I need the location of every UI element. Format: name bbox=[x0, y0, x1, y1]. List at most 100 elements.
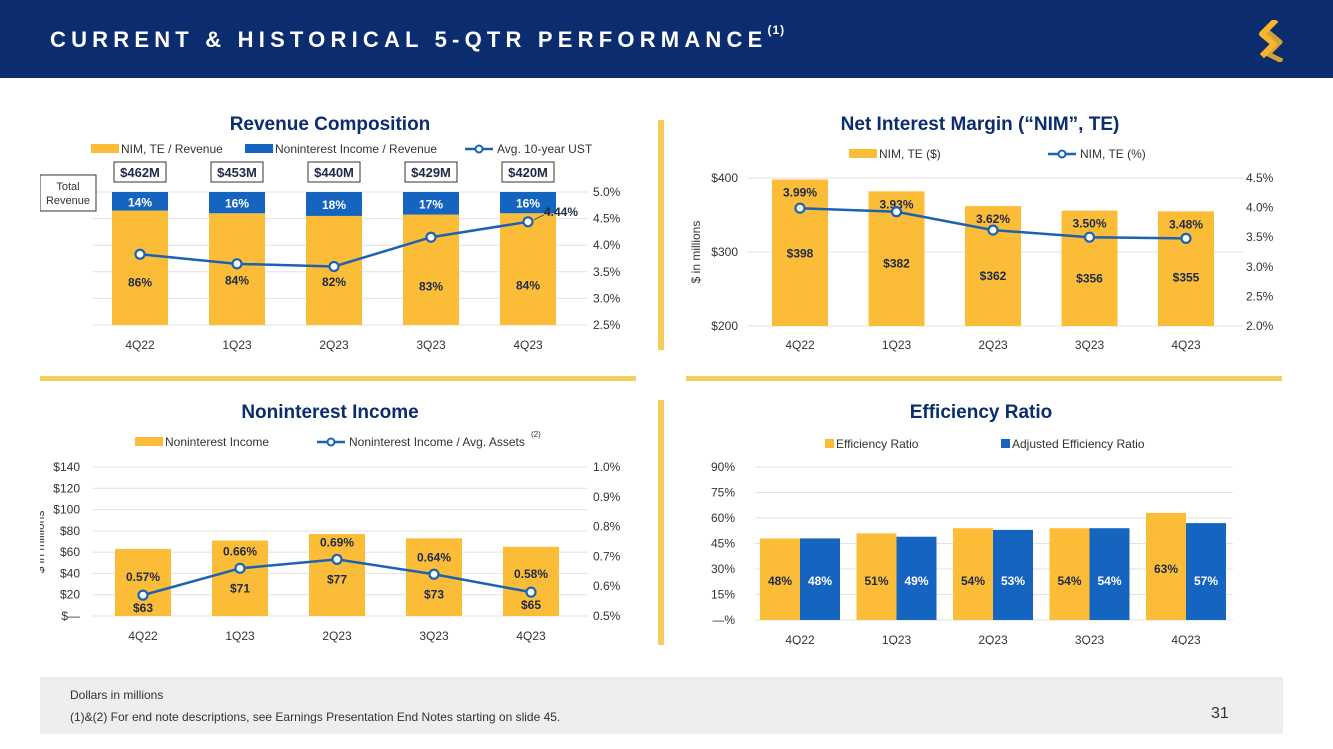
bar-efficiency-ratio-4q22 bbox=[760, 538, 800, 620]
label-noninterest-dollars-2q23: $77 bbox=[327, 572, 347, 586]
x-tick-2q23: 2Q23 bbox=[978, 338, 1008, 352]
footnote-dollars: Dollars in millions bbox=[70, 688, 164, 702]
label-noninterest-percent-4q23: 0.58% bbox=[514, 567, 548, 581]
ust-point-4q22 bbox=[134, 248, 146, 260]
noninterest-income-chart: Noninterest Income Noninterest Income Noni… bbox=[40, 402, 621, 643]
label-efficiency-ratio-3q23: 54% bbox=[1057, 574, 1081, 588]
y-right-tick: 0.8% bbox=[593, 520, 621, 534]
chart-title: Efficiency Ratio bbox=[910, 402, 1053, 423]
label-efficiency-ratio-1q23: 51% bbox=[864, 574, 888, 588]
x-tick-4q22: 4Q22 bbox=[785, 633, 815, 645]
bar-noninterest-revenue-4q23 bbox=[500, 192, 556, 214]
net-interest-margin-chart: Net Interest Margin (“NIM”, TE) NIM, TE (… bbox=[689, 114, 1274, 352]
nim-percent-point-1q23 bbox=[890, 206, 903, 218]
label-nim-dollars-1q23: $382 bbox=[883, 256, 910, 270]
bar-nim-revenue-4q22 bbox=[112, 210, 168, 325]
bar-noninterest-4q23 bbox=[503, 546, 559, 616]
label-nim-percent-1q23: 3.93% bbox=[879, 197, 913, 211]
label-nim-revenue-3q23: 83% bbox=[419, 280, 443, 294]
label-noninterest-percent-4q22: 0.57% bbox=[126, 570, 160, 584]
x-tick-3q23: 3Q23 bbox=[419, 629, 449, 643]
label-noninterest-revenue-3q23: 17% bbox=[419, 197, 443, 211]
efficiency-ratio-chart: Efficiency Ratio Efficiency Ratio Adjusted… bbox=[711, 402, 1233, 645]
noninterest-assets-point-4q23 bbox=[525, 586, 537, 598]
chart-title: Revenue Composition bbox=[230, 114, 431, 135]
y-right-tick: 0.7% bbox=[593, 549, 621, 563]
y-left-tick: $300 bbox=[711, 245, 738, 259]
bar-noninterest-2q23 bbox=[309, 534, 365, 616]
y-left-tick: $20 bbox=[60, 588, 80, 602]
x-tick-1q23: 1Q23 bbox=[882, 338, 912, 352]
label-noninterest-percent-1q23: 0.66% bbox=[223, 544, 257, 558]
noninterest-assets-point-2q23 bbox=[331, 553, 343, 565]
y-left-tick: $80 bbox=[60, 524, 80, 538]
bar-noninterest-revenue-3q23 bbox=[403, 192, 459, 215]
x-tick-4q23: 4Q23 bbox=[513, 338, 543, 352]
label-efficiency-ratio-2q23: 54% bbox=[961, 574, 985, 588]
horizontal-divider-right bbox=[686, 376, 1282, 381]
label-noninterest-dollars-1q23: $71 bbox=[230, 581, 250, 595]
total-label-4q22: $462M bbox=[120, 165, 160, 180]
nim-percent-point-3q23 bbox=[1083, 231, 1096, 243]
total-revenue-box bbox=[40, 174, 97, 212]
legend-adjusted-label: Adjusted Efficiency Ratio bbox=[1012, 437, 1145, 451]
total-label-1q23: $453M bbox=[217, 165, 257, 180]
ust-point-3q23 bbox=[425, 231, 437, 243]
total-label-2q23: $440M bbox=[314, 165, 354, 180]
x-tick-1q23: 1Q23 bbox=[882, 633, 912, 645]
legend-noninterest-income-label: Noninterest Income bbox=[165, 435, 269, 449]
header-bar: CURRENT & HISTORICAL 5-QTR PERFORMANCE(1… bbox=[0, 0, 1333, 78]
total-box-4q22 bbox=[113, 161, 167, 183]
legend-ust-marker bbox=[474, 144, 484, 154]
y-right-tick: 5.0% bbox=[593, 185, 621, 199]
label-nim-percent-3q23: 3.50% bbox=[1072, 217, 1106, 231]
revenue-composition-chart: Revenue Composition NIM, TE / Revenue Noni… bbox=[40, 114, 621, 352]
label-adjusted-efficiency-ratio-4q23: 57% bbox=[1194, 574, 1218, 588]
y-right-tick: 4.5% bbox=[593, 212, 621, 226]
legend-noninterest-revenue-label: Noninterest Income / Revenue bbox=[275, 142, 437, 156]
x-tick-2q23: 2Q23 bbox=[322, 629, 352, 643]
y-right-tick: 3.5% bbox=[593, 265, 621, 279]
legend-nim-dollars-swatch bbox=[849, 149, 877, 158]
chart-title: Noninterest Income bbox=[241, 402, 418, 423]
legend-ust-label: Avg. 10-year UST bbox=[497, 142, 593, 156]
label-noninterest-percent-3q23: 0.64% bbox=[417, 550, 451, 564]
ust-label-4q23: 4.44% bbox=[544, 205, 578, 219]
label-nim-revenue-1q23: 84% bbox=[225, 273, 249, 287]
total-label-4q23: $420M bbox=[508, 165, 548, 180]
label-noninterest-revenue-1q23: 16% bbox=[225, 197, 249, 211]
legend-noninterest-assets-label: Noninterest Income / Avg. Assets bbox=[349, 435, 525, 449]
bar-adjusted-efficiency-ratio-2q23 bbox=[993, 529, 1033, 620]
y-left-tick: $140 bbox=[53, 460, 80, 474]
bar-efficiency-ratio-2q23 bbox=[953, 528, 993, 620]
legend-efficiency-label: Efficiency Ratio bbox=[836, 437, 919, 451]
y-right-tick: 0.5% bbox=[593, 609, 621, 623]
label-noninterest-dollars-4q22: $63 bbox=[133, 601, 153, 615]
ust-leader bbox=[533, 214, 545, 221]
total-box-3q23 bbox=[404, 161, 458, 183]
legend-nim-percent-label: NIM, TE (%) bbox=[1080, 147, 1146, 161]
bar-adjusted-efficiency-ratio-3q23 bbox=[1089, 528, 1130, 620]
label-efficiency-ratio-4q22: 48% bbox=[768, 574, 792, 588]
label-nim-percent-4q22: 3.99% bbox=[783, 185, 817, 199]
y-left-tick: $60 bbox=[60, 545, 80, 559]
label-nim-dollars-3q23: $356 bbox=[1076, 272, 1103, 286]
bar-adjusted-efficiency-ratio-4q23 bbox=[1186, 523, 1226, 620]
x-tick-2q23: 2Q23 bbox=[978, 633, 1008, 645]
footnote-endnotes: (1)&(2) For end note descriptions, see E… bbox=[70, 710, 561, 724]
nim-percent-point-4q22 bbox=[794, 202, 806, 214]
legend-nim-dollars-label: NIM, TE ($) bbox=[879, 147, 941, 161]
y-right-tick: 3.0% bbox=[593, 291, 621, 305]
vertical-divider-top bbox=[658, 120, 664, 350]
label-efficiency-ratio-4q23: 63% bbox=[1154, 562, 1178, 576]
x-tick-2q23: 2Q23 bbox=[319, 338, 349, 352]
legend-adjusted-swatch bbox=[1001, 439, 1010, 448]
bar-adjusted-efficiency-ratio-1q23 bbox=[896, 536, 937, 620]
x-tick-1q23: 1Q23 bbox=[222, 338, 252, 352]
label-nim-dollars-4q22: $398 bbox=[787, 246, 814, 260]
y-right-tick: 3.5% bbox=[1246, 230, 1274, 244]
label-adjusted-efficiency-ratio-1q23: 49% bbox=[904, 574, 928, 588]
bar-noninterest-revenue-4q22 bbox=[112, 192, 168, 211]
chart-title: Net Interest Margin (“NIM”, TE) bbox=[841, 114, 1120, 135]
y-right-tick: 0.9% bbox=[593, 490, 621, 504]
